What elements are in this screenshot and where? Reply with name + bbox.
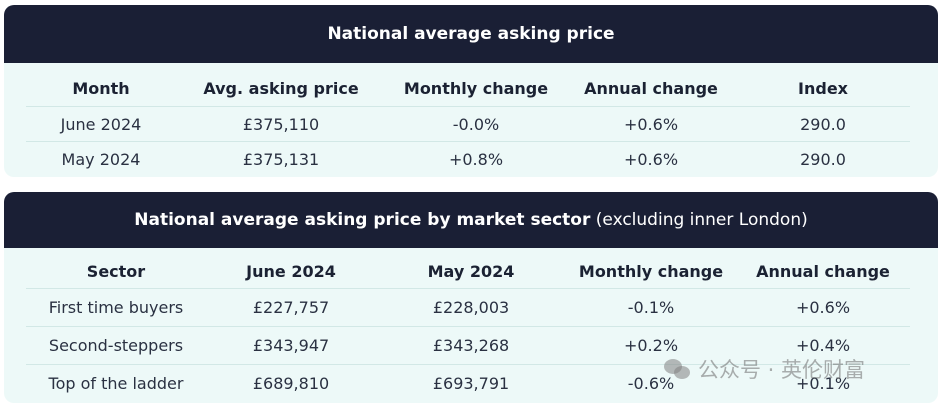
table-row: Second-steppers £343,947 £343,268 +0.2% … (26, 326, 910, 365)
table-cell: £689,810 (252, 374, 330, 393)
table-row: June 2024 £375,110 -0.0% +0.6% 290.0 (26, 106, 910, 142)
table-cell: £375,110 (176, 106, 386, 142)
table-cell: £343,268 (376, 326, 566, 365)
column-header: Monthly change (386, 70, 566, 107)
column-header: Sector (26, 254, 206, 289)
market-sector-title: National average asking price by market … (4, 192, 938, 248)
table-cell: +0.6% (736, 288, 910, 327)
table-cell: +0.2% (566, 326, 736, 365)
table-cell: +0.8% (448, 149, 504, 169)
table-header-row: Sector June 2024 May 2024 Monthly change… (26, 254, 910, 289)
table-row: First time buyers £227,757 £228,003 -0.1… (26, 288, 910, 327)
table-cell: 290.0 (800, 149, 846, 169)
market-sector-table: Sector June 2024 May 2024 Monthly change… (26, 254, 910, 402)
table-cell: -0.0% (386, 106, 566, 142)
watermark-text: 公众号 · 英伦财富 (698, 358, 866, 382)
table-cell: +0.6% (566, 106, 736, 142)
table-cell: £693,791 (432, 374, 510, 393)
table-row: Top of the ladder £689,810 £693,791 -0.6… (26, 365, 910, 403)
table-cell: +0.1% (795, 374, 851, 393)
table-cell: £375,131 (242, 149, 320, 169)
watermark: 公众号 · 英伦财富 (664, 354, 865, 384)
table-row: May 2024 £375,131 +0.8% +0.6% 290.0 (26, 142, 910, 177)
table-cell: +0.6% (623, 149, 679, 169)
column-header: Month (26, 70, 176, 107)
table-cell: June 2024 (26, 106, 176, 142)
column-header: Annual change (736, 254, 910, 289)
table-cell: -0.1% (566, 288, 736, 327)
column-header: Index (736, 70, 910, 107)
column-header: June 2024 (206, 254, 376, 289)
table-cell: May 2024 (61, 149, 141, 169)
table-cell: £343,947 (206, 326, 376, 365)
table-cell: +0.4% (736, 326, 910, 365)
national-average-table: Month Avg. asking price Monthly change A… (26, 70, 910, 176)
column-header: Monthly change (566, 254, 736, 289)
table-cell: Top of the ladder (48, 374, 184, 393)
column-header: May 2024 (376, 254, 566, 289)
column-header: Avg. asking price (176, 70, 386, 107)
table-cell: 290.0 (736, 106, 910, 142)
national-average-title: National average asking price (4, 5, 938, 63)
wechat-icon (664, 357, 692, 381)
market-sector-title-bold: National average asking price by market … (134, 210, 591, 230)
column-header: Annual change (566, 70, 736, 107)
table-cell: First time buyers (26, 288, 206, 327)
table-cell: £228,003 (376, 288, 566, 327)
table-cell: Second-steppers (26, 326, 206, 365)
table-cell: -0.6% (627, 374, 675, 393)
table-header-row: Month Avg. asking price Monthly change A… (26, 70, 910, 107)
market-sector-title-note: (excluding inner London) (590, 210, 808, 230)
table-cell: £227,757 (206, 288, 376, 327)
